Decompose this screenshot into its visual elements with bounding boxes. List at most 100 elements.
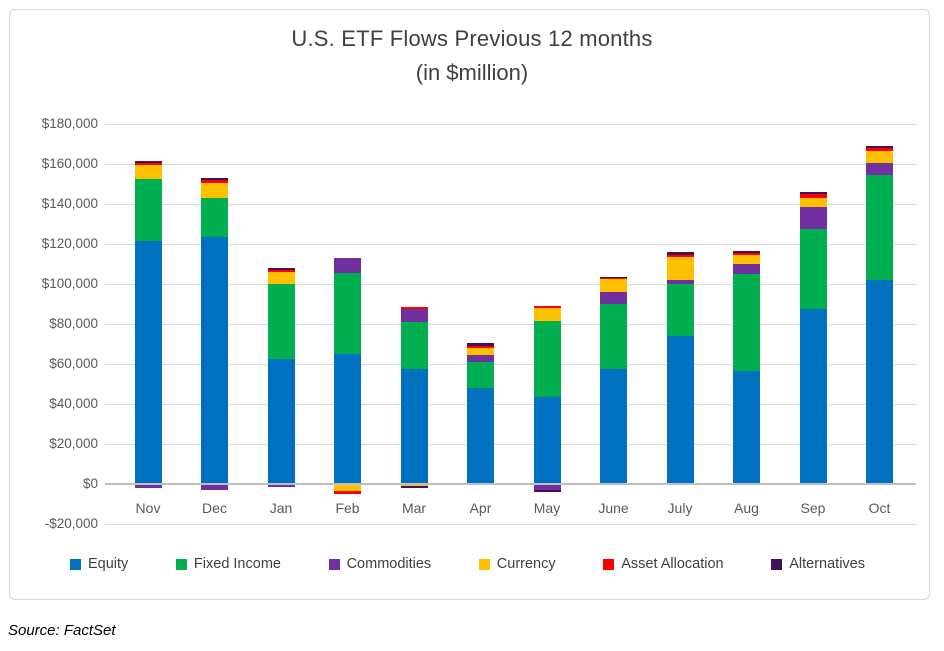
- gridline: [105, 124, 916, 125]
- bar-segment-currency: [799, 197, 827, 207]
- bar-segment-equity: [400, 369, 428, 484]
- bar-segment-alternatives: [733, 251, 760, 253]
- legend-item-equity: Equity: [70, 556, 128, 572]
- bar-segment-currency: [666, 257, 694, 280]
- bar-segment-equity: [799, 309, 827, 484]
- legend-label: Asset Allocation: [621, 556, 724, 572]
- chart-legend: Equity Fixed Income Commodities Currency Ass…: [70, 556, 865, 572]
- legend-item-commodities: Commodities: [328, 556, 432, 572]
- y-axis-tick-label: $80,000: [49, 316, 98, 331]
- x-axis-label: Aug: [734, 500, 759, 516]
- chart-title: U.S. ETF Flows Previous 12 months: [291, 26, 653, 51]
- bar-segment-asset-allocation: [267, 269, 295, 273]
- bar-segment-currency: [733, 255, 760, 264]
- bar-segment-commodities: [533, 484, 561, 490]
- y-axis-tick-label: $20,000: [49, 436, 98, 451]
- bar-segment-equity: [467, 388, 494, 484]
- legend-label: Fixed Income: [193, 556, 281, 572]
- x-axis-label: Dec: [202, 500, 227, 516]
- x-axis-label: Jan: [269, 500, 293, 516]
- y-axis-tick-label: $100,000: [41, 276, 98, 291]
- bar-segment-alternatives: [467, 343, 494, 346]
- x-axis-label: Sep: [800, 500, 826, 516]
- bar-segment-commodities: [334, 258, 361, 273]
- bar-segment-currency: [267, 272, 295, 284]
- legend-swatch: [478, 558, 490, 570]
- bar-segment-currency: [134, 165, 162, 179]
- x-axis-label: Apr: [469, 500, 492, 516]
- bar-segment-equity: [134, 241, 162, 484]
- bar-segment-fixed-income: [201, 198, 228, 237]
- bar-segment-asset-allocation: [400, 306, 428, 309]
- bar-segment-asset-allocation: [799, 194, 827, 198]
- bar-segment-equity: [334, 354, 361, 484]
- chart-subtitle: (in $million): [415, 60, 529, 85]
- legend-label: Commodities: [346, 556, 432, 572]
- legend-item-asset-allocation: Asset Allocation: [603, 556, 724, 572]
- legend-item-currency: Currency: [478, 556, 556, 572]
- y-axis-tick-label: $180,000: [41, 116, 98, 131]
- source-text: Source: FactSet: [8, 622, 116, 639]
- bar-segment-asset-allocation: [600, 277, 627, 279]
- bar-segment-currency: [600, 279, 627, 292]
- bar-segment-fixed-income: [467, 362, 494, 388]
- legend-label: Currency: [496, 556, 556, 572]
- bar-segment-commodities: [134, 484, 162, 488]
- bar-segment-asset-allocation: [467, 346, 494, 348]
- bar-segment-fixed-income: [733, 274, 760, 371]
- y-axis-tick-label: $160,000: [41, 156, 98, 171]
- bar-segment-asset-allocation: [866, 148, 893, 151]
- legend-swatch: [328, 558, 340, 570]
- bar-segment-commodities: [799, 207, 827, 229]
- bar-segment-currency: [467, 348, 494, 356]
- bar-segment-commodities: [467, 355, 494, 362]
- y-axis-tick-label: $60,000: [49, 356, 98, 371]
- gridline: [105, 364, 916, 365]
- x-axis-label: July: [667, 500, 693, 516]
- bar-segment-currency: [400, 484, 428, 487]
- bar-segment-fixed-income: [799, 229, 827, 309]
- legend-swatch: [771, 558, 783, 570]
- bar-segment-asset-allocation: [334, 491, 361, 494]
- x-axis-label: Nov: [135, 500, 161, 516]
- bar-segment-alternatives: [267, 268, 295, 270]
- bar-segment-currency: [866, 151, 893, 163]
- bar-segment-fixed-income: [533, 321, 561, 397]
- x-axis-label: Feb: [335, 500, 360, 516]
- bar-segment-commodities: [666, 279, 694, 284]
- bar-segment-commodities: [400, 309, 428, 322]
- bar-segment-equity: [600, 369, 627, 484]
- gridline: [105, 524, 916, 525]
- bar-segment-commodities: [733, 264, 760, 274]
- gridline: [105, 244, 916, 245]
- chart-frame: [9, 9, 930, 600]
- gridline: [105, 164, 916, 165]
- bar-segment-alternatives: [866, 146, 893, 148]
- legend-label: Alternatives: [789, 556, 865, 572]
- bar-segment-asset-allocation: [533, 306, 561, 308]
- bar-segment-alternatives: [400, 486, 428, 489]
- bar-segment-alternatives: [666, 252, 694, 255]
- bar-segment-commodities: [600, 292, 627, 304]
- bar-segment-equity: [267, 359, 295, 484]
- bar-segment-alternatives: [134, 161, 162, 163]
- bar-segment-alternatives: [533, 490, 561, 492]
- y-axis-tick-label: $40,000: [49, 396, 98, 411]
- bar-segment-currency: [533, 307, 561, 321]
- gridline: [105, 404, 916, 405]
- bar-segment-asset-allocation: [134, 162, 162, 165]
- bar-segment-fixed-income: [267, 283, 295, 359]
- y-axis-tick-label: $120,000: [41, 236, 98, 251]
- bar-segment-equity: [733, 371, 760, 484]
- gridline: [105, 444, 916, 445]
- bar-segment-fixed-income: [866, 175, 893, 280]
- zero-axis-line: [105, 483, 916, 485]
- x-axis-label: Oct: [868, 500, 891, 516]
- bar-segment-fixed-income: [666, 284, 694, 336]
- bar-segment-asset-allocation: [666, 254, 694, 258]
- bar-segment-equity: [201, 237, 228, 484]
- x-axis-label: June: [598, 500, 629, 516]
- x-axis-label: May: [533, 500, 561, 516]
- bar-segment-fixed-income: [134, 179, 162, 241]
